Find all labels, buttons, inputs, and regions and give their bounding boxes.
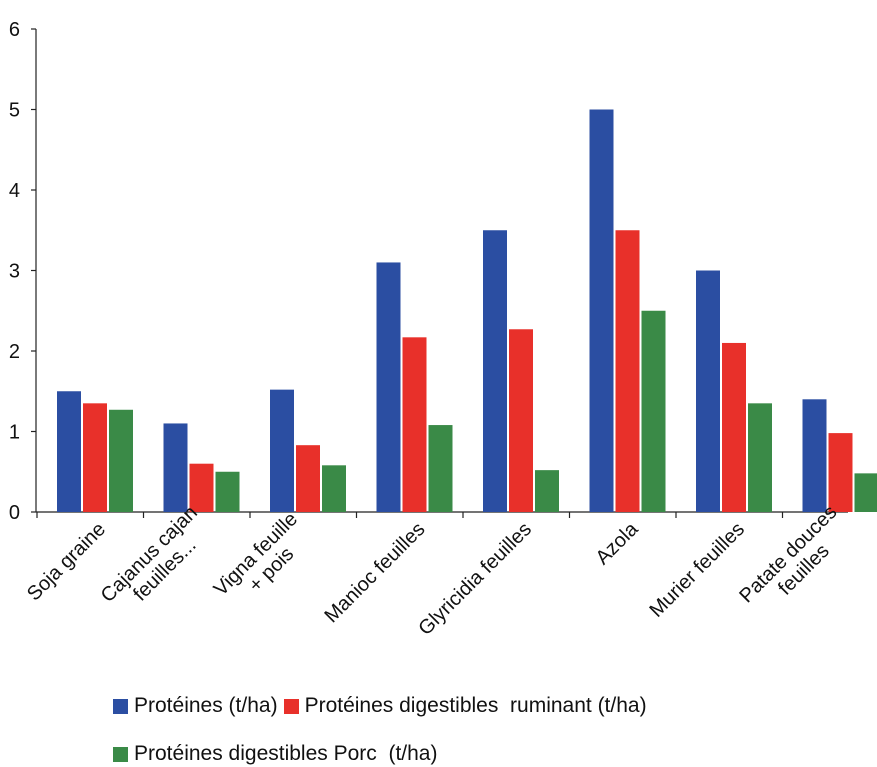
bar-2	[83, 403, 107, 512]
legend-swatch-ruminant	[283, 698, 299, 714]
y-tick-label: 0	[9, 502, 20, 524]
bar-2	[402, 337, 427, 512]
legend-row-2: Protéines digestibles Porc (t/ha)	[113, 742, 443, 766]
bar-2	[296, 445, 320, 512]
legend-item-proteines: Protéines (t/ha)	[113, 694, 278, 718]
y-tick-label: 5	[9, 100, 20, 122]
legend-label-proteines: Protéines (t/ha)	[134, 694, 278, 717]
bar-1	[270, 389, 294, 512]
legend-swatch-proteines	[113, 698, 128, 714]
legend-swatch-porc	[113, 746, 128, 762]
y-tick-label: 2	[9, 341, 20, 363]
bar-3	[854, 473, 877, 512]
bar-1	[589, 109, 614, 512]
category-label-line: Manioc feuilles	[320, 518, 429, 627]
legend-row-1: Protéines (t/ha) Protéines digestibles r…	[113, 694, 653, 718]
x-axis	[36, 511, 848, 518]
category-label: Glyricidia feuilles	[414, 518, 536, 640]
bar-1	[57, 391, 81, 512]
y-tick-label: 3	[9, 261, 20, 283]
y-tick-label: 1	[9, 422, 20, 444]
bar-3	[215, 471, 240, 512]
y-axis: 0 1 2 3 4 5 6	[9, 19, 37, 524]
category-label: Azola	[592, 518, 644, 570]
category-label: Murier feuilles	[645, 518, 749, 622]
bar-3	[109, 409, 133, 512]
bar-3	[428, 425, 453, 512]
bar-3	[535, 470, 559, 512]
bar-2	[828, 433, 853, 512]
legend-item-ruminant: Protéines digestibles ruminant (t/ha)	[283, 694, 647, 718]
bar-2	[722, 342, 746, 512]
y-tick-label: 4	[9, 180, 20, 202]
y-tick-label: 6	[9, 19, 20, 41]
bar-2	[615, 230, 640, 512]
legend-label-porc: Protéines digestibles Porc (t/ha)	[134, 742, 438, 765]
bar-1	[483, 230, 507, 512]
legend-label-ruminant: Protéines digestibles ruminant (t/ha)	[304, 694, 647, 717]
bars	[57, 109, 877, 512]
category-label-line: Murier feuilles	[645, 518, 749, 622]
legend-item-porc: Protéines digestibles Porc (t/ha)	[113, 742, 437, 766]
category-label: Vigna feuille+ pois	[210, 508, 302, 600]
category-label-line: Azola	[592, 518, 644, 570]
bar-3	[322, 465, 346, 512]
bar-2	[189, 463, 214, 512]
bar-2	[509, 329, 533, 512]
bar-1	[163, 423, 188, 512]
bar-1	[376, 262, 401, 512]
bar-1	[802, 399, 827, 512]
category-label: Manioc feuilles	[320, 518, 429, 627]
bar-1	[696, 270, 720, 512]
bar-3	[748, 403, 772, 512]
bar-3	[641, 310, 666, 512]
category-label: Cajanus cajanfeuilles...	[97, 502, 202, 607]
category-label-line: Glyricidia feuilles	[414, 518, 536, 640]
